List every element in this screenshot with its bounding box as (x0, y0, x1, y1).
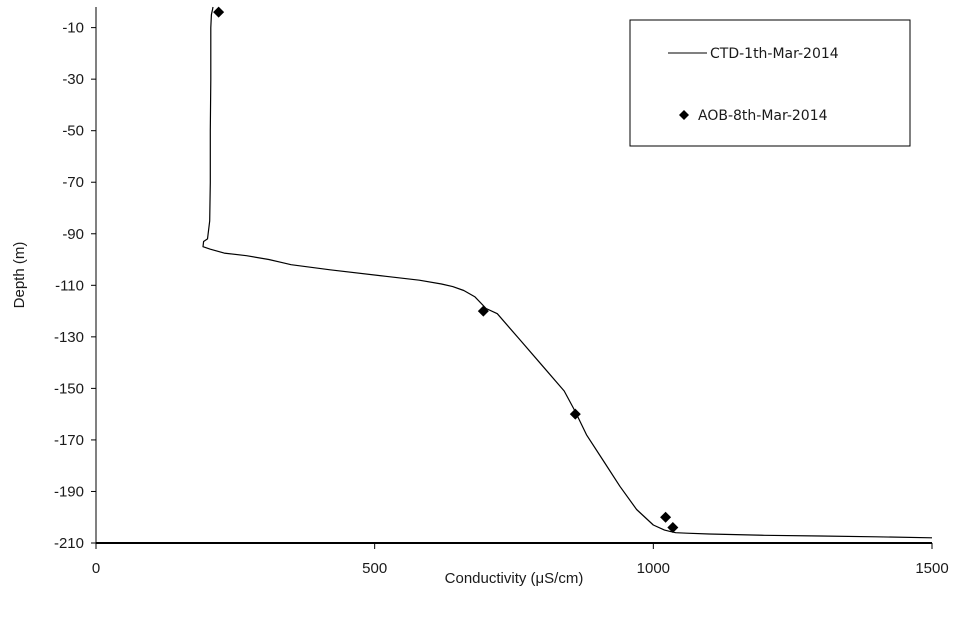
data-point-aob (569, 408, 581, 420)
legend-label-ctd: CTD-1th-Mar-2014 (710, 46, 839, 62)
series-layer (202, 6, 933, 539)
y-tick-label: -50 (62, 123, 84, 140)
x-tick-label: 0 (92, 560, 100, 577)
y-axis-ticks: -10 -30 -50 -70 -90 -110 -130 -150 -170 -190 -210 (54, 20, 96, 552)
y-tick-label: -170 (54, 432, 84, 449)
y-tick-label: -150 (54, 380, 84, 397)
y-tick-label: -190 (54, 483, 84, 500)
y-axis-title: Depth (m) (11, 242, 28, 309)
x-tick-label: 1500 (915, 560, 948, 577)
data-point-aob (477, 305, 489, 317)
x-axis-title: Conductivity (μS/cm) (445, 570, 584, 587)
y-tick-label: -210 (54, 535, 84, 552)
y-tick-label: -10 (62, 20, 84, 37)
y-tick-label: -70 (62, 174, 84, 191)
legend-label-aob: AOB-8th-Mar-2014 (698, 108, 828, 124)
data-point-aob (213, 6, 225, 18)
y-tick-label: -30 (62, 71, 84, 88)
x-tick-label: 500 (362, 560, 387, 577)
legend-diamond-swatch (679, 110, 689, 120)
x-axis-ticks: 0 500 1000 1500 (92, 543, 949, 577)
y-tick-label: -90 (62, 226, 84, 243)
series-line-ctd (202, 6, 933, 539)
x-tick-label: 1000 (637, 560, 670, 577)
legend: CTD-1th-Mar-2014 AOB-8th-Mar-2014 (629, 19, 911, 147)
y-tick-label: -130 (54, 329, 84, 346)
data-point-aob (667, 522, 679, 534)
data-point-aob (660, 511, 672, 523)
y-tick-label: -110 (55, 277, 84, 294)
legend-box (629, 19, 911, 147)
